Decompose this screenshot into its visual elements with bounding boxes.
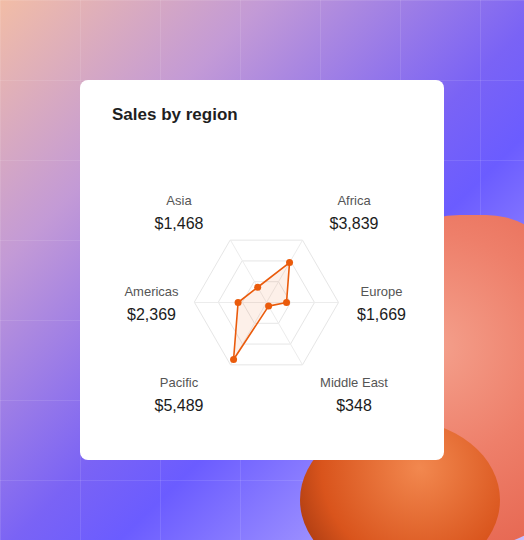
svg-text:$3,839: $3,839	[330, 215, 379, 232]
html-text:Sales by region: Sales by region	[112, 105, 238, 124]
svg-text:Europe: Europe	[361, 284, 403, 299]
svg-text:$348: $348	[336, 397, 372, 414]
svg-text:Americas: Americas	[124, 284, 179, 299]
svg-text:Middle East: Middle East	[320, 375, 388, 390]
svg-text:$5,489: $5,489	[155, 397, 204, 414]
svg-text:$1,468: $1,468	[155, 215, 204, 232]
svg-text:Africa: Africa	[337, 193, 371, 208]
svg-text:Pacific: Pacific	[160, 375, 199, 390]
svg-text:Asia: Asia	[166, 193, 192, 208]
svg-text:$1,669: $1,669	[357, 306, 406, 323]
svg-text:$2,369: $2,369	[127, 306, 176, 323]
